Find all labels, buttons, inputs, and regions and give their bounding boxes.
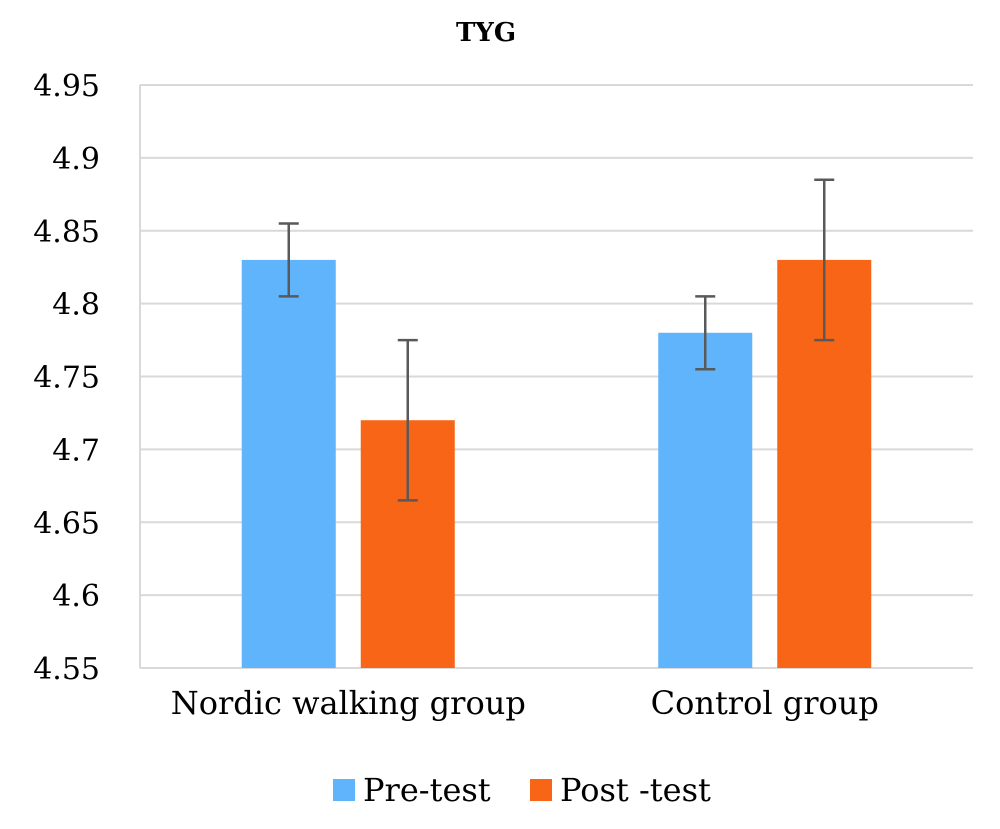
error-bars [278, 178, 835, 502]
y-tick-label: 4.75 [33, 361, 100, 396]
y-tick-label: 4.95 [33, 69, 100, 104]
legend: Pre-test Post -test [333, 771, 711, 809]
legend-item-pre-test: Pre-test [333, 771, 491, 809]
y-tick-label: 4.8 [52, 288, 100, 323]
x-category-label: Control group [651, 684, 879, 722]
bar-pre-test-control [658, 332, 753, 668]
y-axis-tick-labels: 4.55 4.6 4.65 4.7 4.75 4.8 4.85 4.9 4.95 [33, 69, 100, 687]
bar-pre-test-nordic-walking [241, 259, 336, 668]
bars [241, 259, 872, 668]
legend-swatch [333, 779, 355, 801]
legend-item-post-test: Post -test [530, 771, 711, 809]
error-bar [397, 338, 418, 502]
x-axis-category-labels: Nordic walking group Control group [171, 684, 879, 722]
y-tick-label: 4.7 [52, 433, 100, 468]
x-category-label: Nordic walking group [171, 684, 526, 722]
y-tick-label: 4.55 [33, 652, 100, 687]
y-tick-label: 4.85 [33, 215, 100, 250]
error-bar [695, 295, 716, 371]
error-bar [814, 178, 835, 342]
legend-label: Post -test [560, 771, 711, 809]
chart-title: TYG [456, 18, 516, 48]
y-tick-label: 4.65 [33, 506, 100, 541]
y-tick-label: 4.6 [52, 579, 100, 614]
legend-label: Pre-test [363, 771, 491, 809]
y-tick-label: 4.9 [52, 142, 100, 177]
legend-swatch [530, 779, 552, 801]
error-bar [278, 222, 299, 298]
